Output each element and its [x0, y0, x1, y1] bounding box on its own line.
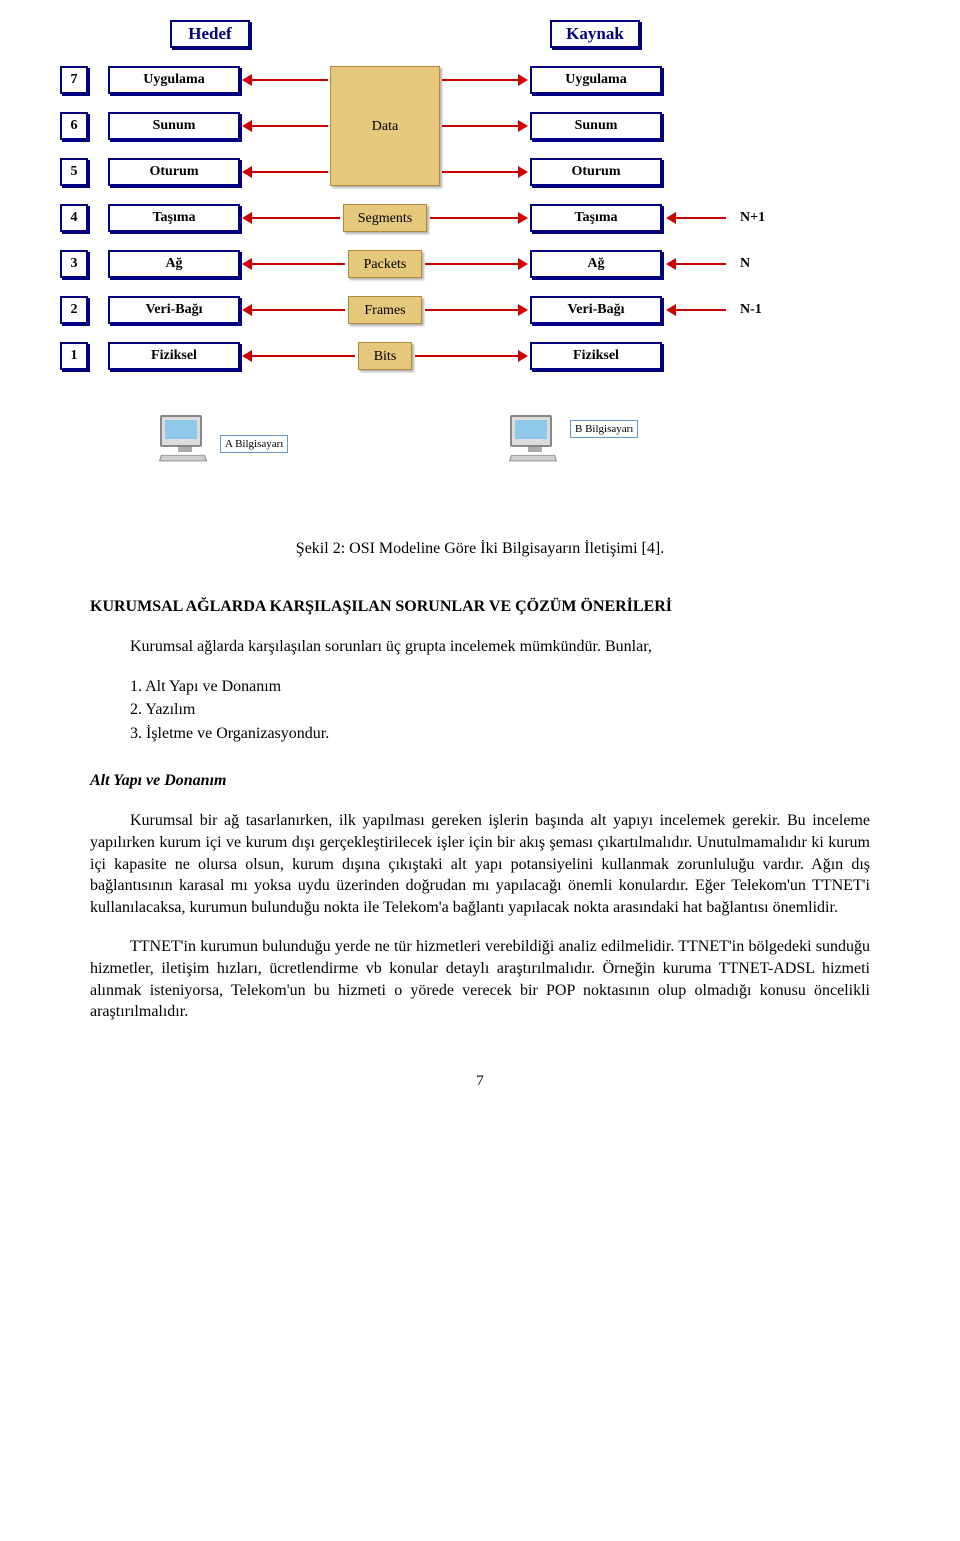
arrow-n1 [676, 217, 726, 219]
arrow-n3-head [666, 304, 676, 316]
arrow-l7-right-head [518, 350, 528, 362]
arrow-l7-right [415, 355, 518, 357]
computer-b-label: B Bilgisayarı [570, 420, 638, 438]
arrow-l4-left-head [242, 212, 252, 224]
section-title: KURUMSAL AĞLARDA KARŞILAŞILAN SORUNLAR V… [90, 598, 870, 616]
header-kaynak: Kaynak [550, 20, 640, 48]
osi-diagram: Hedef Kaynak 7 6 5 4 3 2 1 Uygulama Sunu… [90, 20, 870, 520]
list-item: 3. İşletme ve Organizasyondur. [130, 723, 870, 745]
right-layer-sunum: Sunum [530, 112, 662, 140]
left-layer-veribagi: Veri-Bağı [108, 296, 240, 324]
figure-caption: Şekil 2: OSI Modeline Göre İki Bilgisaya… [90, 540, 870, 558]
header-hedef: Hedef [170, 20, 250, 48]
right-layer-uygulama: Uygulama [530, 66, 662, 94]
arrow-l5-right [425, 263, 518, 265]
label-n-minus-1: N-1 [740, 302, 762, 318]
arrow-l1-right [442, 79, 518, 81]
list-item: 1. Alt Yapı ve Donanım [130, 676, 870, 698]
layer-num-6: 6 [60, 112, 88, 140]
data-unit-segments: Segments [343, 204, 427, 232]
layer-num-4: 4 [60, 204, 88, 232]
arrow-l6-right-head [518, 304, 528, 316]
data-unit-bits: Bits [358, 342, 412, 370]
layer-num-7: 7 [60, 66, 88, 94]
left-layer-sunum: Sunum [108, 112, 240, 140]
computer-a-icon [160, 415, 210, 462]
label-n: N [740, 256, 750, 272]
arrow-l3-right [442, 171, 518, 173]
numbered-list: 1. Alt Yapı ve Donanım 2. Yazılım 3. İşl… [130, 676, 870, 745]
arrow-l3-left [252, 171, 328, 173]
arrow-l1-right-head [518, 74, 528, 86]
arrow-n3 [676, 309, 726, 311]
layer-num-3: 3 [60, 250, 88, 278]
computer-a-label: A Bilgisayarı [220, 435, 288, 453]
left-layer-uygulama: Uygulama [108, 66, 240, 94]
arrow-l5-left-head [242, 258, 252, 270]
arrow-l6-right [425, 309, 518, 311]
layer-num-2: 2 [60, 296, 88, 324]
body-paragraph-2: TTNET'in kurumun bulunduğu yerde ne tür … [90, 936, 870, 1022]
left-layer-fiziksel: Fiziksel [108, 342, 240, 370]
arrow-l1-left [252, 79, 328, 81]
arrow-l5-right-head [518, 258, 528, 270]
layer-num-1: 1 [60, 342, 88, 370]
page-number: 7 [90, 1073, 870, 1090]
arrow-n2-head [666, 258, 676, 270]
arrow-n2 [676, 263, 726, 265]
arrow-l2-left-head [242, 120, 252, 132]
arrow-l4-right [430, 217, 518, 219]
layer-num-5: 5 [60, 158, 88, 186]
arrow-l3-right-head [518, 166, 528, 178]
data-unit-packets: Packets [348, 250, 422, 278]
left-layer-tasima: Taşıma [108, 204, 240, 232]
list-item: 2. Yazılım [130, 699, 870, 721]
arrow-l7-left-head [242, 350, 252, 362]
label-n-plus-1: N+1 [740, 210, 765, 226]
computer-b-icon [510, 415, 560, 462]
right-layer-ag: Ağ [530, 250, 662, 278]
arrow-l4-left [252, 217, 340, 219]
arrow-l6-left-head [242, 304, 252, 316]
arrow-l4-right-head [518, 212, 528, 224]
right-layer-fiziksel: Fiziksel [530, 342, 662, 370]
subsection-title: Alt Yapı ve Donanım [90, 772, 870, 790]
arrow-l1-left-head [242, 74, 252, 86]
data-unit-frames: Frames [348, 296, 422, 324]
arrow-l2-left [252, 125, 328, 127]
right-layer-oturum: Oturum [530, 158, 662, 186]
right-layer-tasima: Taşıma [530, 204, 662, 232]
arrow-l7-left [252, 355, 355, 357]
arrow-l5-left [252, 263, 345, 265]
left-layer-ag: Ağ [108, 250, 240, 278]
arrow-l2-right-head [518, 120, 528, 132]
arrow-l6-left [252, 309, 345, 311]
right-layer-veribagi: Veri-Bağı [530, 296, 662, 324]
left-layer-oturum: Oturum [108, 158, 240, 186]
arrow-l2-right [442, 125, 518, 127]
arrow-l3-left-head [242, 166, 252, 178]
intro-paragraph: Kurumsal ağlarda karşılaşılan sorunları … [90, 636, 870, 658]
data-unit-data: Data [330, 66, 440, 186]
arrow-n1-head [666, 212, 676, 224]
body-paragraph-1: Kurumsal bir ağ tasarlanırken, ilk yapıl… [90, 810, 870, 918]
